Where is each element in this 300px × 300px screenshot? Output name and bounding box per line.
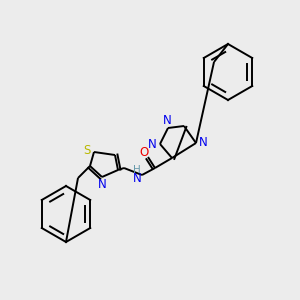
Text: N: N bbox=[98, 178, 106, 190]
Text: S: S bbox=[83, 145, 91, 158]
Text: O: O bbox=[140, 146, 148, 160]
Text: N: N bbox=[199, 136, 207, 149]
Text: N: N bbox=[163, 115, 171, 128]
Text: N: N bbox=[148, 137, 156, 151]
Text: N: N bbox=[133, 172, 141, 184]
Text: H: H bbox=[133, 165, 141, 175]
